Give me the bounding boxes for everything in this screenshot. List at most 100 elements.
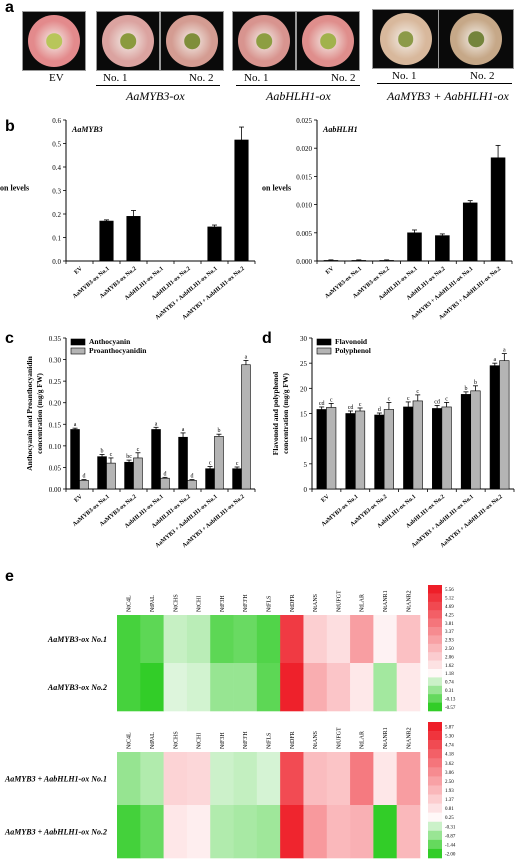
flower-center	[46, 33, 62, 49]
heatmap-cell	[396, 752, 421, 806]
y-tick-label: 0.35	[49, 335, 62, 343]
y-tick-label: 0.10	[49, 443, 62, 451]
heatmap-cell	[396, 663, 421, 712]
flower-photo	[22, 11, 86, 71]
bar	[178, 436, 188, 490]
colorbar-swatch	[428, 830, 442, 841]
heatmap-cell	[326, 615, 351, 664]
colorbar-swatch	[428, 618, 442, 628]
colorbar-swatch	[428, 803, 442, 813]
significance-letter: d	[82, 474, 85, 480]
colorbar-swatch	[428, 585, 442, 594]
colorbar-label: 1.18	[445, 672, 454, 677]
significance-letter: d	[378, 407, 381, 413]
y-tick-label: 0.25	[49, 378, 62, 386]
heatmap-cell	[256, 615, 281, 664]
y-tick-label: 0.2	[52, 211, 61, 219]
heatmap-cell	[210, 663, 234, 712]
y-tick-label: 0.015	[296, 173, 312, 181]
colorbar-swatch	[428, 740, 442, 750]
heatmap-cell	[140, 663, 164, 712]
flower-photo	[96, 11, 160, 71]
chart-bhlh1-expression: 0.000 0.005 0.010 0.015 0.020 0.025 Expression…	[262, 118, 513, 321]
panel-label-c: c	[5, 330, 14, 347]
heatmap-cell	[350, 805, 374, 859]
heatmap-column-label: NtCHS	[173, 594, 179, 612]
colorbar-swatch	[428, 702, 442, 712]
y-tick-label: 0	[304, 486, 308, 494]
heatmap-cell	[373, 615, 397, 664]
heatmap-column-label: NtF3H	[220, 595, 226, 612]
heatmap-column-label: NtANR1	[383, 727, 389, 749]
colorbar-label: 5.30	[445, 735, 454, 740]
heatmap-column-label: NtANR2	[406, 590, 412, 612]
heatmap-myb3-bhlh1: NtC4L NtPAL NtCHS NtCHI NtF3H NtF3'H NtFLS NtDF…	[4, 722, 456, 859]
significance-letter: a	[245, 354, 248, 360]
heatmap-cell	[303, 752, 328, 806]
y-tick-label: 0.6	[52, 118, 61, 125]
heatmap-column-label: NtC4L	[127, 732, 133, 749]
heatmap-cell	[326, 805, 351, 859]
colorbar-label: 5.87	[445, 726, 454, 731]
y-tick-label: 5	[304, 461, 308, 469]
heatmap-cell	[117, 805, 141, 859]
heatmap-cell	[303, 663, 328, 712]
flower-photo	[160, 11, 224, 71]
panel-label-b: b	[5, 118, 15, 135]
chart-myb3-expression: 0.0 0.1 0.2 0.3 0.4 0.5 0.6 Expression levels Aa…	[0, 118, 256, 321]
colorbar-label: 0.25	[445, 816, 454, 821]
significance-letter: c	[445, 396, 448, 402]
flower-photo	[438, 9, 514, 69]
colorbar-label: 1.93	[445, 789, 454, 794]
significance-letter: bc	[126, 454, 132, 460]
panel-label-e: e	[5, 568, 14, 585]
colorbar-label: -0.57	[445, 706, 456, 711]
heatmap-cell	[233, 615, 258, 664]
colorbar-label: 4.74	[445, 744, 454, 749]
y-tick-label: 0.00	[49, 486, 62, 494]
heatmap-column-label: NtPAL	[150, 732, 156, 749]
bar	[326, 407, 337, 490]
category-label: EV	[325, 266, 336, 276]
heatmap-cell	[280, 663, 304, 712]
colorbar-label: -0.31	[445, 825, 456, 830]
bar	[323, 260, 339, 262]
y-tick-label: 0.4	[52, 164, 61, 172]
y-axis-label: Expression levels	[262, 184, 291, 193]
heatmap-row-label: AaMYB3-ox No.2	[47, 683, 107, 692]
bar	[351, 260, 367, 262]
bar	[462, 202, 478, 262]
bar	[151, 429, 161, 490]
heatmap-column-label: NtUFGT	[336, 727, 342, 749]
heatmap-column-label: NtFLS	[267, 733, 273, 749]
y-tick-label: 0.5	[52, 141, 61, 149]
heatmap-cell	[163, 663, 188, 712]
significance-letter: a	[503, 348, 506, 354]
legend-label: Proanthocyanidin	[89, 346, 147, 355]
photo-caption: No. 1	[103, 72, 128, 84]
colorbar-label: 5.56	[445, 588, 454, 593]
heatmap-column-label: NtPAL	[150, 595, 156, 612]
bar	[412, 400, 423, 490]
colorbar-swatch	[428, 776, 442, 786]
bar	[99, 220, 114, 262]
panel-label-a: a	[5, 0, 14, 16]
heatmap-column-label: NtLAR	[360, 594, 366, 612]
heatmap-row-label: AaMYB3 + AabHLH1-ox No.1	[4, 775, 107, 784]
heatmap-cell	[303, 805, 328, 859]
y-tick-label: 30	[300, 335, 308, 343]
colorbar-swatch	[428, 785, 442, 795]
category-label: AaMYB3 + AabHLH1-ox No.2	[438, 266, 502, 321]
significance-letter: c	[407, 396, 410, 402]
colorbar-label: 2.50	[445, 647, 454, 652]
heatmap-cell	[210, 805, 234, 859]
bar	[489, 365, 500, 490]
significance-letter: cd	[348, 405, 354, 411]
flower-photo	[372, 9, 439, 69]
heatmap-column-label: NtCHI	[197, 733, 203, 749]
colorbar-label: 0.31	[445, 689, 454, 694]
colorbar-swatch	[428, 652, 442, 661]
significance-letter: a	[493, 357, 496, 363]
photo-caption-ev: EV	[49, 72, 64, 84]
colorbar-label: 5.12	[445, 597, 454, 602]
